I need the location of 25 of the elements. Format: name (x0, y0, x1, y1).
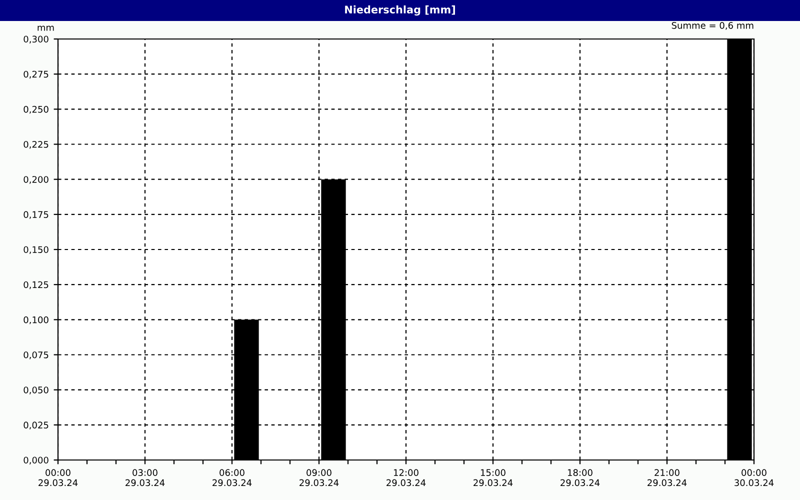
x-tick-label: 21:00 29.03.24 (648, 469, 687, 486)
y-tick-label: 0,025 (24, 422, 48, 430)
y-tick-label: 0,275 (24, 70, 48, 79)
x-tick-label: 00:00 29.03.24 (38, 469, 78, 486)
x-tick-label: 12:00 29.03.24 (386, 469, 426, 486)
x-tick-label: 18:00 29.03.24 (560, 469, 600, 486)
chart-title: Niederschlag [mm] (345, 5, 455, 16)
y-tick-label: 0,200 (24, 176, 48, 184)
y-tick-label: 0,250 (24, 106, 48, 114)
y-tick-label: 0,100 (24, 316, 48, 324)
x-tick-label: 06:00 29.03.24 (212, 469, 252, 486)
y-tick-label: 0,300 (24, 36, 48, 44)
y-axis-title: mm (38, 26, 54, 31)
x-tick-label: 00:00 30.03.24 (734, 469, 774, 486)
x-tick-label: 15:00 29.03.24 (474, 469, 513, 486)
y-tick-label: 0,225 (24, 140, 48, 149)
x-tick-label: 03:00 29.03.24 (126, 469, 165, 486)
y-tick-label: 0,125 (24, 281, 48, 290)
y-tick-label: 0,075 (24, 351, 48, 360)
text: Summe = 0,6 mm (672, 22, 754, 30)
y-tick-label: 0,175 (24, 211, 48, 219)
y-tick-label: 0,050 (24, 386, 48, 394)
y-tick-label: 0,000 (24, 456, 48, 464)
y-tick-label: 0,150 (24, 246, 48, 254)
x-tick-label: 09:00 29.03.24 (300, 469, 339, 486)
